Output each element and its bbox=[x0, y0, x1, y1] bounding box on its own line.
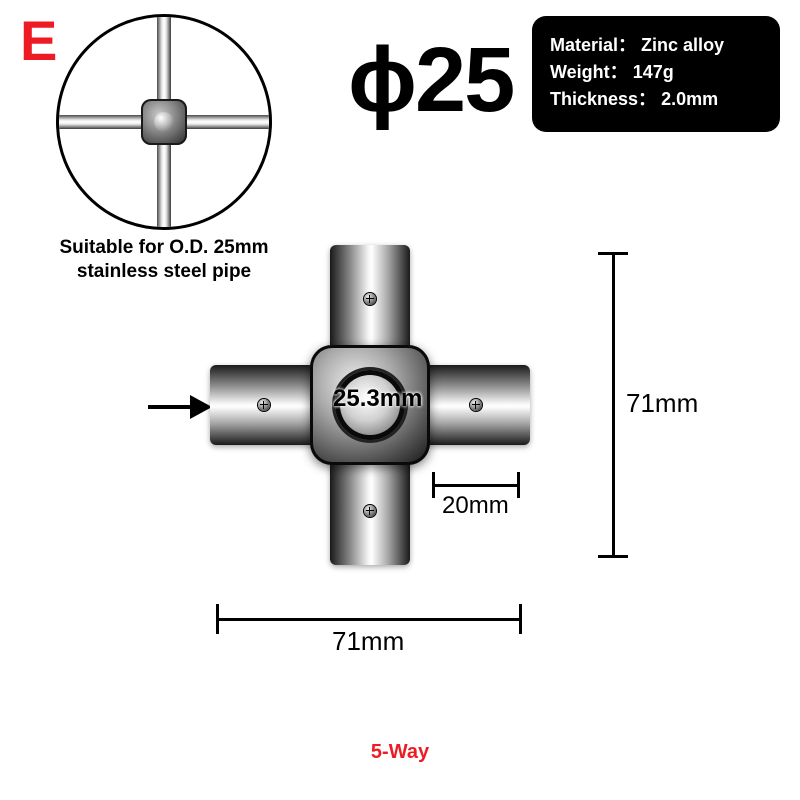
spec-value: Zinc alloy bbox=[641, 35, 724, 55]
dim-cap bbox=[598, 555, 628, 558]
inset-connector-hub bbox=[141, 99, 187, 145]
set-screw-icon bbox=[364, 293, 376, 305]
spec-label: Material： bbox=[550, 35, 636, 55]
dim-width-value: 71mm bbox=[330, 626, 406, 657]
dim-line-width bbox=[216, 618, 522, 621]
spec-label: Weight： bbox=[550, 62, 628, 82]
dim-cap bbox=[432, 472, 435, 498]
arrow-head-icon bbox=[190, 395, 212, 419]
dim-line-arm bbox=[432, 484, 520, 487]
connector-type-label: 5-Way bbox=[0, 741, 800, 764]
set-screw-icon bbox=[258, 399, 270, 411]
diameter-headline: ϕ25 bbox=[348, 28, 513, 133]
dim-cap bbox=[517, 472, 520, 498]
spec-row-material: Material： Zinc alloy bbox=[550, 32, 762, 59]
set-screw-icon bbox=[364, 505, 376, 517]
spec-value: 147g bbox=[633, 62, 674, 82]
dim-line-height bbox=[612, 252, 615, 558]
dim-arm-value: 20mm bbox=[440, 492, 511, 520]
spec-label: Thickness： bbox=[550, 89, 656, 109]
dim-cap bbox=[216, 604, 219, 634]
dim-height-value: 71mm bbox=[624, 388, 700, 419]
dim-cap bbox=[519, 604, 522, 634]
inner-diameter-label: 25.3mm bbox=[333, 385, 422, 413]
arrow-shaft bbox=[148, 405, 192, 409]
inset-circle bbox=[56, 14, 272, 230]
dim-cap bbox=[598, 252, 628, 255]
specs-panel: Material： Zinc alloy Weight： 147g Thickn… bbox=[532, 16, 780, 132]
usage-inset: Suitable for O.D. 25mm stainless steel p… bbox=[56, 14, 272, 284]
spec-value: 2.0mm bbox=[661, 89, 718, 109]
set-screw-icon bbox=[470, 399, 482, 411]
spec-row-thickness: Thickness： 2.0mm bbox=[550, 86, 762, 113]
variant-letter: E bbox=[20, 8, 55, 73]
spec-row-weight: Weight： 147g bbox=[550, 59, 762, 86]
